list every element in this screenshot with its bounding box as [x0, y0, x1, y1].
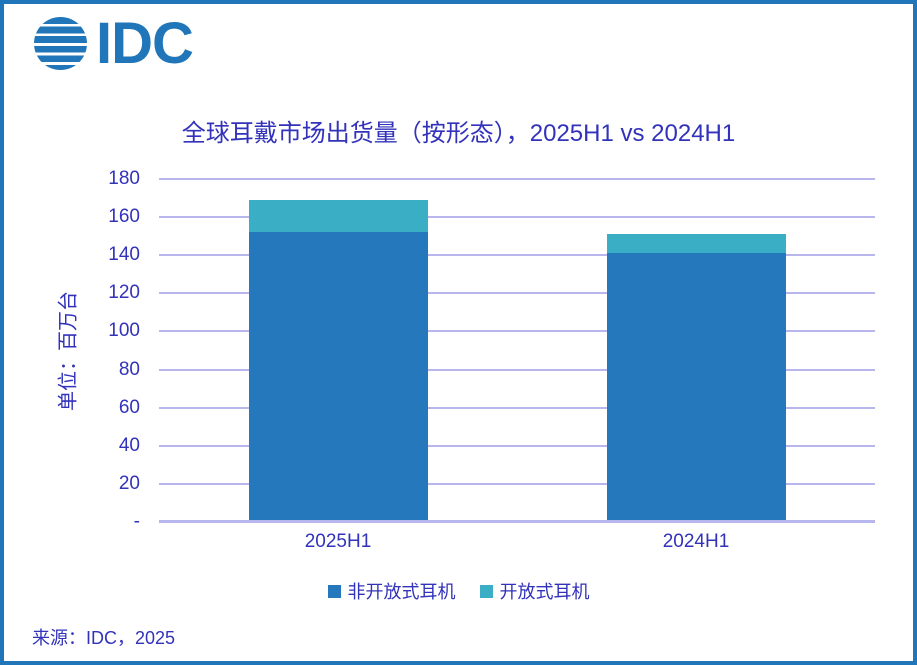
- x-axis-baseline: [159, 520, 875, 523]
- x-axis-label-2025H1: 2025H1: [304, 531, 372, 552]
- legend-swatch-icon: [479, 584, 493, 598]
- gridline: [159, 178, 875, 180]
- y-tick-label: 100: [108, 320, 140, 342]
- gridline: [159, 216, 875, 219]
- legend-label: 开放式耳机: [499, 582, 590, 602]
- y-tick-label: 160: [108, 206, 140, 228]
- bar-segment-开放式耳机: [606, 234, 786, 254]
- y-tick-label: 120: [108, 282, 140, 304]
- gridline: [159, 330, 875, 333]
- legend: 非开放式耳机 开放式耳机: [4, 578, 913, 604]
- idc-logo-text: IDC: [96, 11, 194, 76]
- gridline: [159, 444, 875, 447]
- idc-globe-icon: [34, 17, 87, 70]
- chart-title: 全球耳戴市场出货量（按形态），2025H1 vs 2024H1: [181, 120, 736, 147]
- legend-swatch-icon: [327, 584, 341, 598]
- y-tick-label: 80: [118, 358, 140, 380]
- y-axis-ticks: - 20 40 60 80 100 120 140 160 180: [4, 168, 140, 532]
- idc-logo: IDC: [34, 11, 194, 76]
- gridline: [159, 254, 875, 257]
- bar-segment-非开放式耳机: [248, 232, 428, 522]
- source-note: 来源：IDC，2025: [32, 628, 176, 648]
- bar-2024H1: [606, 234, 786, 522]
- gridline: [159, 482, 875, 485]
- plot-area: [159, 178, 875, 523]
- legend-label: 非开放式耳机: [347, 582, 456, 602]
- bar-segment-非开放式耳机: [606, 253, 786, 522]
- x-axis-labels: 2025H1 2024H1: [159, 531, 875, 553]
- gridline: [159, 368, 875, 371]
- gridline: [159, 406, 875, 409]
- y-tick-label: 180: [108, 168, 140, 189]
- legend-item-开放式耳机: 开放式耳机: [479, 578, 590, 604]
- y-tick-label: 40: [118, 434, 140, 456]
- y-tick-label: -: [133, 511, 140, 532]
- bar-segment-开放式耳机: [248, 199, 428, 233]
- legend-item-非开放式耳机: 非开放式耳机: [327, 578, 456, 604]
- bar-2025H1: [248, 199, 428, 522]
- y-tick-label: 60: [118, 396, 140, 418]
- y-tick-label: 140: [108, 244, 140, 266]
- x-axis-label-2024H1: 2024H1: [662, 531, 730, 552]
- y-tick-label: 20: [118, 472, 140, 494]
- gridline: [159, 292, 875, 295]
